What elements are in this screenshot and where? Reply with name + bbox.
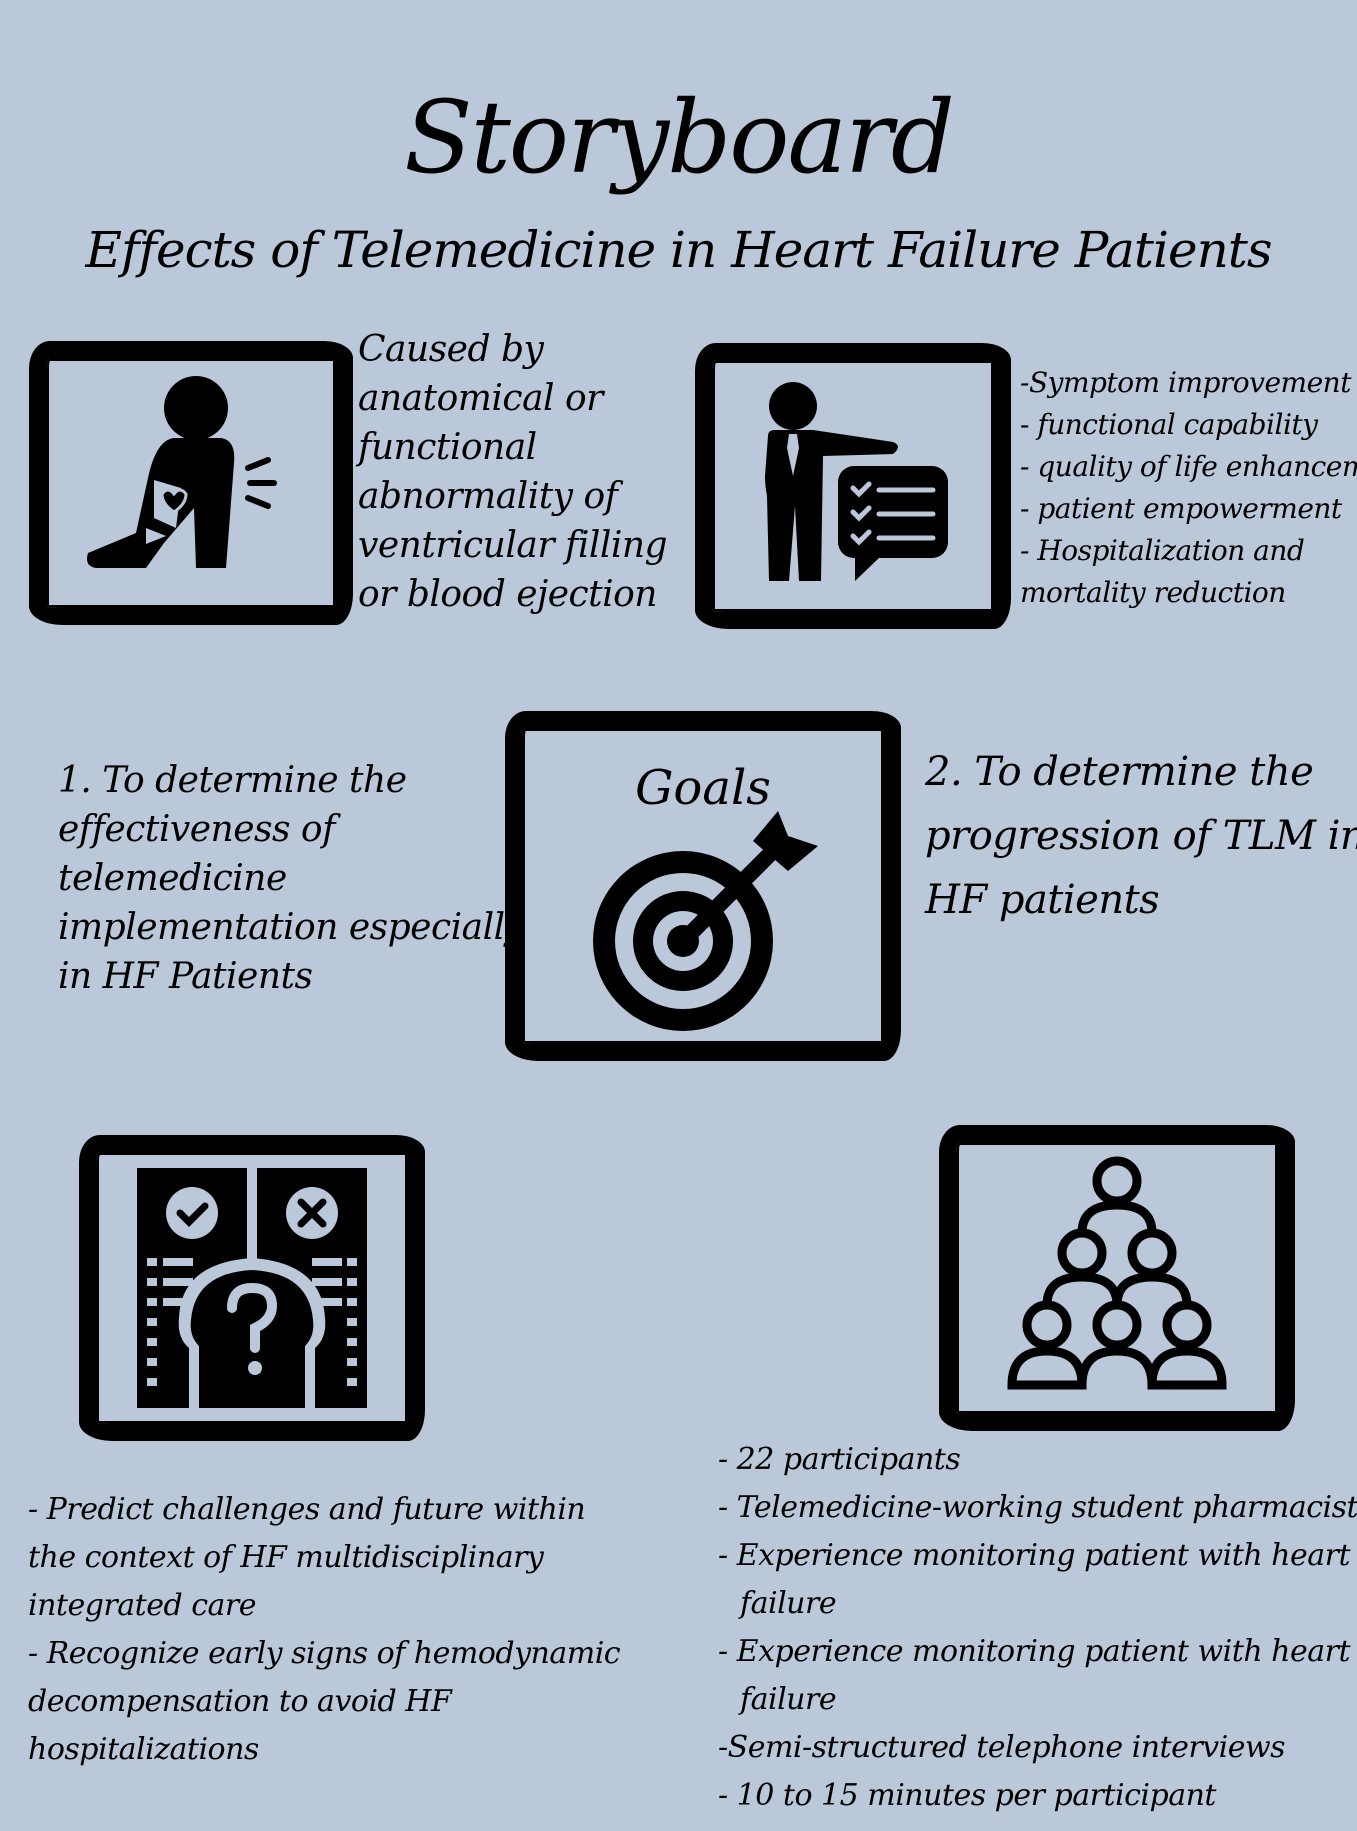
text-line: - quality of life enhancement [1020, 450, 1357, 483]
text-line: - 22 participants [718, 1442, 961, 1477]
text-line: 2. To determine the [925, 749, 1314, 795]
text-line: in HF Patients [58, 955, 313, 997]
text-line: - functional capability [1020, 408, 1318, 441]
benefits-frame [698, 346, 1008, 626]
text-line: hospitalizations [28, 1732, 259, 1767]
goal-two-text: 2. To determine the progression of TLM i… [925, 740, 1357, 932]
text-line: - Hospitalization and [1020, 534, 1305, 567]
goals-label: Goals [635, 760, 771, 816]
text-line: decompensation to avoid HF [28, 1684, 452, 1719]
challenges-frame [82, 1138, 422, 1438]
text-line: mortality reduction [1020, 576, 1286, 609]
text-line: implementation especially [58, 906, 525, 948]
benefits-text: -Symptom improvement - functional capabi… [1020, 362, 1357, 614]
text-line: anatomical or [358, 377, 603, 419]
text-line: - Recognize early signs of hemodynamic [28, 1636, 621, 1671]
text-line: 1. To determine the [58, 760, 407, 801]
text-line: -Semi-structured telephone interviews [718, 1730, 1286, 1765]
text-line: - Telemedicine-working student pharmacis… [718, 1490, 1357, 1525]
text-line: or blood ejection [358, 573, 658, 615]
text-line: integrated care [28, 1588, 257, 1623]
text-line: - Experience monitoring patient with hea… [718, 1538, 1351, 1573]
target-arrow-icon [593, 811, 818, 1031]
presenter-checklist-icon [765, 382, 948, 581]
text-line: effectiveness of [58, 808, 335, 850]
text-line: abnormality of [358, 475, 618, 517]
text-line: functional [358, 426, 537, 468]
text-line: progression of TLM in [925, 813, 1357, 859]
text-line: Caused by [358, 329, 544, 370]
page-subtitle: Effects of Telemedicine in Heart Failure… [85, 221, 1272, 279]
text-line: telemedicine [58, 857, 287, 899]
people-pyramid-icon [1007, 1156, 1227, 1390]
text-line: HF patients [925, 877, 1160, 923]
participants-frame [942, 1128, 1292, 1428]
text-line: - patient empowerment [1020, 492, 1342, 525]
head-question-choices-icon [137, 1168, 367, 1408]
heart-failure-frame [32, 344, 350, 622]
text-line: -Symptom improvement [1020, 366, 1351, 399]
heart-failure-text: Caused by anatomical or functional abnor… [358, 326, 688, 620]
page-title: Storyboard [404, 79, 955, 196]
text-line: the context of HF multidisciplinary [28, 1540, 544, 1575]
person-chest-pain-icon [87, 376, 277, 568]
text-line: failure [740, 1586, 837, 1621]
text-line: - 10 to 15 minutes per participant [718, 1778, 1216, 1813]
challenges-text: - Predict challenges and future within t… [28, 1486, 621, 1774]
text-line: - Experience monitoring patient with hea… [718, 1634, 1351, 1669]
text-line: failure [740, 1682, 837, 1717]
goal-one-text: 1. To determine the effectiveness of tel… [58, 757, 525, 1002]
participants-text: - 22 participants - Telemedicine-working… [718, 1436, 1357, 1820]
goals-frame: Goals [508, 714, 898, 1058]
text-line: - Predict challenges and future within [28, 1492, 586, 1527]
text-line: ventricular filling [358, 524, 668, 566]
